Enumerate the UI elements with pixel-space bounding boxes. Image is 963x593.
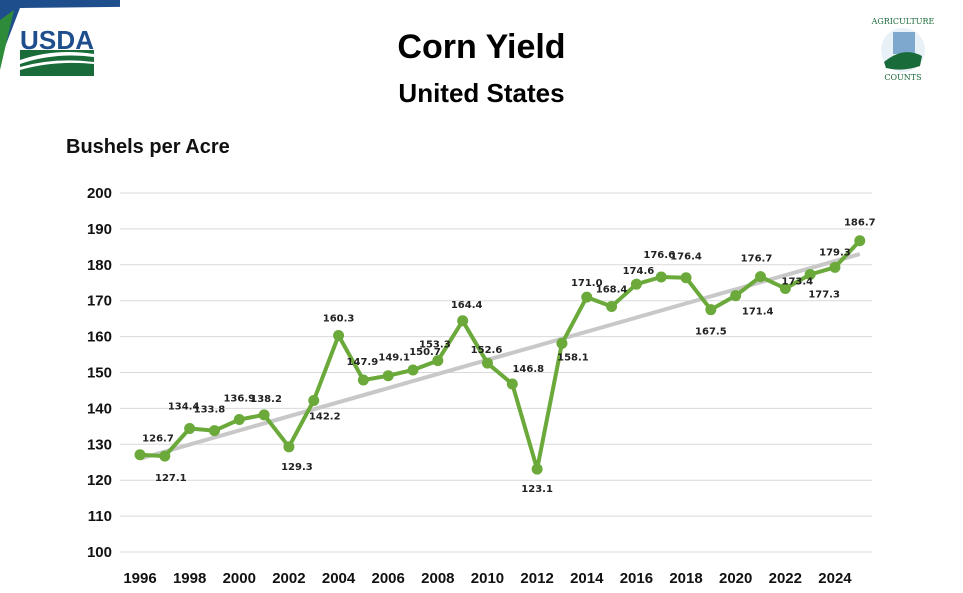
data-point (755, 271, 766, 283)
data-point (407, 364, 419, 376)
y-tick-label: 140 (87, 400, 112, 417)
agriculture-counts-logo: AGRICULTURE COUNTS (871, 17, 935, 82)
data-point (432, 355, 444, 367)
y-tick-label: 100 (87, 544, 112, 561)
x-tick-label: 2014 (570, 570, 604, 587)
y-tick-label: 130 (87, 436, 112, 453)
x-tick-label: 2020 (719, 570, 752, 587)
data-point (680, 272, 692, 284)
svg-text:AGRICULTURE: AGRICULTURE (871, 17, 935, 26)
x-tick-label: 2004 (322, 570, 356, 587)
data-label: 127.1 (155, 473, 187, 484)
chart-title: Corn Yield (397, 28, 566, 66)
y-tick-label: 190 (87, 221, 112, 238)
data-label: 123.1 (521, 484, 553, 495)
data-label: 177.3 (808, 289, 840, 300)
x-tick-label: 1996 (123, 570, 156, 587)
data-point (829, 261, 841, 273)
data-point (804, 268, 816, 280)
data-point (556, 337, 568, 349)
chart-subtitle: United States (398, 78, 565, 108)
y-tick-label: 110 (88, 508, 112, 525)
data-label: 171.0 (571, 278, 603, 289)
data-point (581, 291, 593, 303)
x-tick-label: 2024 (818, 570, 852, 587)
y-tick-label: 150 (87, 365, 112, 382)
x-tick-label: 2000 (223, 570, 256, 587)
y-axis-label: Bushels per Acre (66, 136, 230, 158)
data-label: 160.3 (323, 314, 355, 325)
data-label: 149.1 (378, 353, 410, 364)
data-label: 173.4 (781, 276, 813, 287)
data-label: 146.8 (512, 364, 544, 375)
data-label: 150.7 (409, 347, 441, 358)
data-point (655, 271, 667, 283)
x-tick-label: 2018 (669, 570, 702, 587)
trendline (139, 252, 861, 461)
data-label: 171.4 (742, 307, 774, 318)
data-label: 176.4 (670, 252, 702, 263)
y-tick-label: 200 (87, 185, 112, 202)
data-label: 134.4 (168, 402, 200, 413)
data-label: 186.7 (844, 218, 876, 229)
data-label: 138.2 (250, 394, 282, 405)
data-point (531, 463, 543, 475)
data-point (283, 441, 295, 453)
data-point (730, 290, 742, 302)
data-point (779, 282, 791, 294)
data-point (705, 304, 717, 316)
data-label: 174.6 (623, 266, 655, 277)
x-tick-label: 2012 (520, 570, 553, 587)
data-point (233, 414, 245, 426)
data-point (481, 357, 493, 369)
data-point (208, 425, 220, 437)
x-tick-label: 2002 (272, 570, 305, 587)
data-point (630, 278, 642, 290)
data-point (606, 300, 618, 312)
data-label: 142.2 (309, 412, 341, 423)
data-point (184, 423, 196, 435)
data-point (382, 370, 394, 382)
data-point (357, 374, 369, 386)
data-label: 152.6 (471, 345, 503, 356)
svg-text:COUNTS: COUNTS (884, 73, 921, 82)
y-tick-label: 160 (87, 329, 112, 346)
data-label: 133.8 (194, 405, 226, 416)
x-tick-label: 2022 (769, 570, 802, 587)
data-point (308, 395, 320, 407)
data-label: 168.4 (596, 284, 628, 295)
data-label: 176.7 (741, 254, 773, 265)
data-label: 129.3 (281, 462, 313, 473)
x-tick-label: 2016 (620, 570, 653, 587)
data-label: 176.6 (643, 250, 675, 261)
y-tick-label: 170 (87, 293, 112, 310)
y-tick-label: 180 (87, 257, 112, 274)
data-label: 179.3 (819, 247, 851, 258)
data-label: 136.9 (223, 394, 255, 405)
x-tick-label: 2006 (372, 570, 405, 587)
data-point (506, 378, 518, 390)
data-label: 153.3 (419, 340, 451, 351)
data-point (159, 450, 171, 462)
usda-logo: USDA (0, 0, 120, 76)
data-point (333, 330, 345, 342)
x-tick-label: 1998 (173, 570, 206, 587)
data-label: 167.5 (695, 327, 727, 338)
x-tick-label: 2008 (421, 570, 454, 587)
y-tick-label: 120 (87, 472, 112, 489)
x-tick-label: 2010 (471, 570, 504, 587)
data-label: 164.4 (451, 300, 483, 311)
data-label: 147.9 (347, 357, 379, 368)
data-point (258, 409, 270, 421)
data-point (134, 449, 146, 461)
data-label: 126.7 (142, 434, 174, 445)
data-point (854, 235, 866, 247)
data-label: 158.1 (557, 352, 589, 363)
data-point (457, 315, 469, 327)
